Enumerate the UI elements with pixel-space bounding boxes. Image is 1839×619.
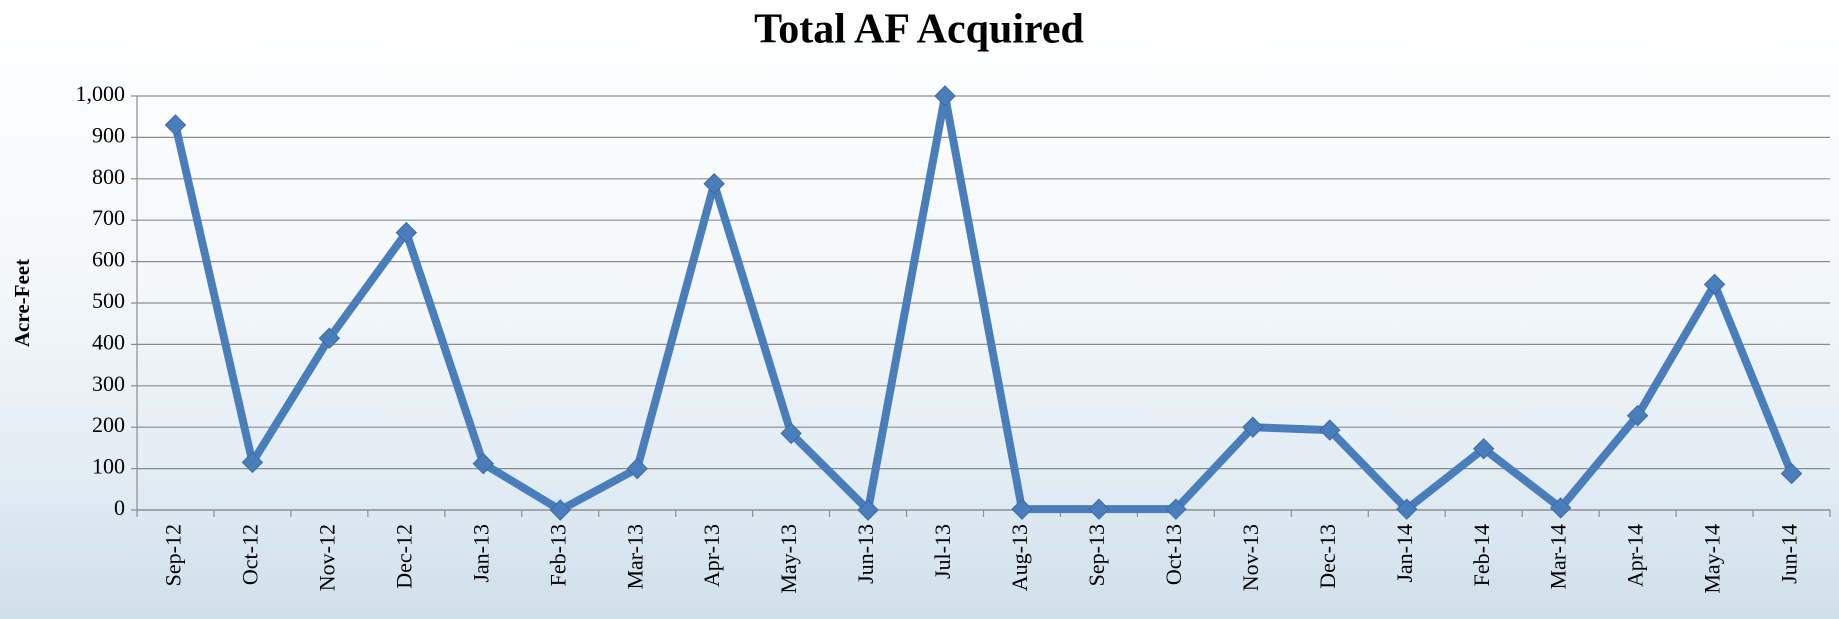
y-tick-label: 100	[92, 454, 125, 479]
y-tick-label: 600	[92, 247, 125, 272]
data-point	[1088, 498, 1110, 520]
chart-title: Total AF Acquired	[754, 7, 1084, 53]
x-tick-label: Feb-14	[1469, 524, 1494, 586]
data-point	[626, 457, 648, 480]
x-tick-label: Mar-14	[1546, 524, 1571, 590]
x-tick-label: Nov-12	[314, 524, 339, 591]
x-tick-label: Mar-13	[622, 524, 647, 590]
data-point	[1780, 462, 1803, 485]
x-tick-label: Dec-13	[1315, 524, 1340, 589]
x-tick-label: Aug-13	[1007, 524, 1032, 591]
data-point	[703, 173, 725, 195]
x-tick-label: Jun-13	[853, 524, 878, 584]
y-axis-label: Acre-Feet	[10, 259, 34, 347]
x-tick-label: Apr-13	[699, 524, 724, 587]
y-tick-label: 1,000	[76, 81, 126, 106]
y-tick-label: 800	[92, 164, 125, 189]
x-tick-label: Jun-14	[1777, 524, 1802, 584]
x-tick-label: Apr-14	[1623, 524, 1648, 587]
x-tick-label: Jan-13	[468, 524, 493, 583]
x-tick-label: Jan-14	[1392, 524, 1417, 583]
y-tick-label: 500	[92, 288, 125, 313]
x-tick-label: Jul-13	[930, 524, 955, 579]
y-tick-label: 700	[92, 205, 125, 230]
data-point	[1626, 404, 1649, 427]
x-tick-label: Oct-13	[1161, 524, 1186, 585]
x-tick-label: Sep-13	[1084, 524, 1109, 586]
x-tick-label: May-13	[776, 524, 801, 594]
y-tick-label: 0	[114, 495, 125, 520]
data-line	[171, 92, 1796, 514]
data-point	[934, 85, 956, 107]
data-point	[1703, 273, 1726, 296]
data-point	[241, 451, 264, 474]
data-point	[1472, 438, 1495, 460]
x-tick-label: Dec-12	[391, 524, 416, 589]
data-point	[1165, 498, 1187, 520]
data-point	[780, 422, 802, 445]
y-tick-label: 200	[92, 412, 125, 437]
x-tick-label: May-14	[1700, 524, 1725, 594]
data-point	[1549, 497, 1572, 519]
data-point	[1242, 416, 1264, 438]
data-point	[395, 221, 418, 244]
y-tick-label: 400	[92, 329, 125, 354]
data-point	[472, 452, 495, 475]
data-point	[549, 499, 571, 521]
data-point	[164, 114, 187, 136]
x-tick-label: Oct-12	[237, 524, 262, 585]
x-tick-label: Nov-13	[1238, 524, 1263, 591]
data-point	[318, 327, 341, 349]
data-point	[857, 499, 879, 521]
data-point	[1011, 498, 1033, 520]
y-tick-label: 900	[92, 122, 125, 147]
x-tick-label: Sep-12	[161, 524, 186, 586]
y-tick-label: 300	[92, 371, 125, 396]
data-point	[1396, 498, 1418, 520]
data-point	[1319, 419, 1341, 441]
x-tick-label: Feb-13	[545, 524, 570, 586]
